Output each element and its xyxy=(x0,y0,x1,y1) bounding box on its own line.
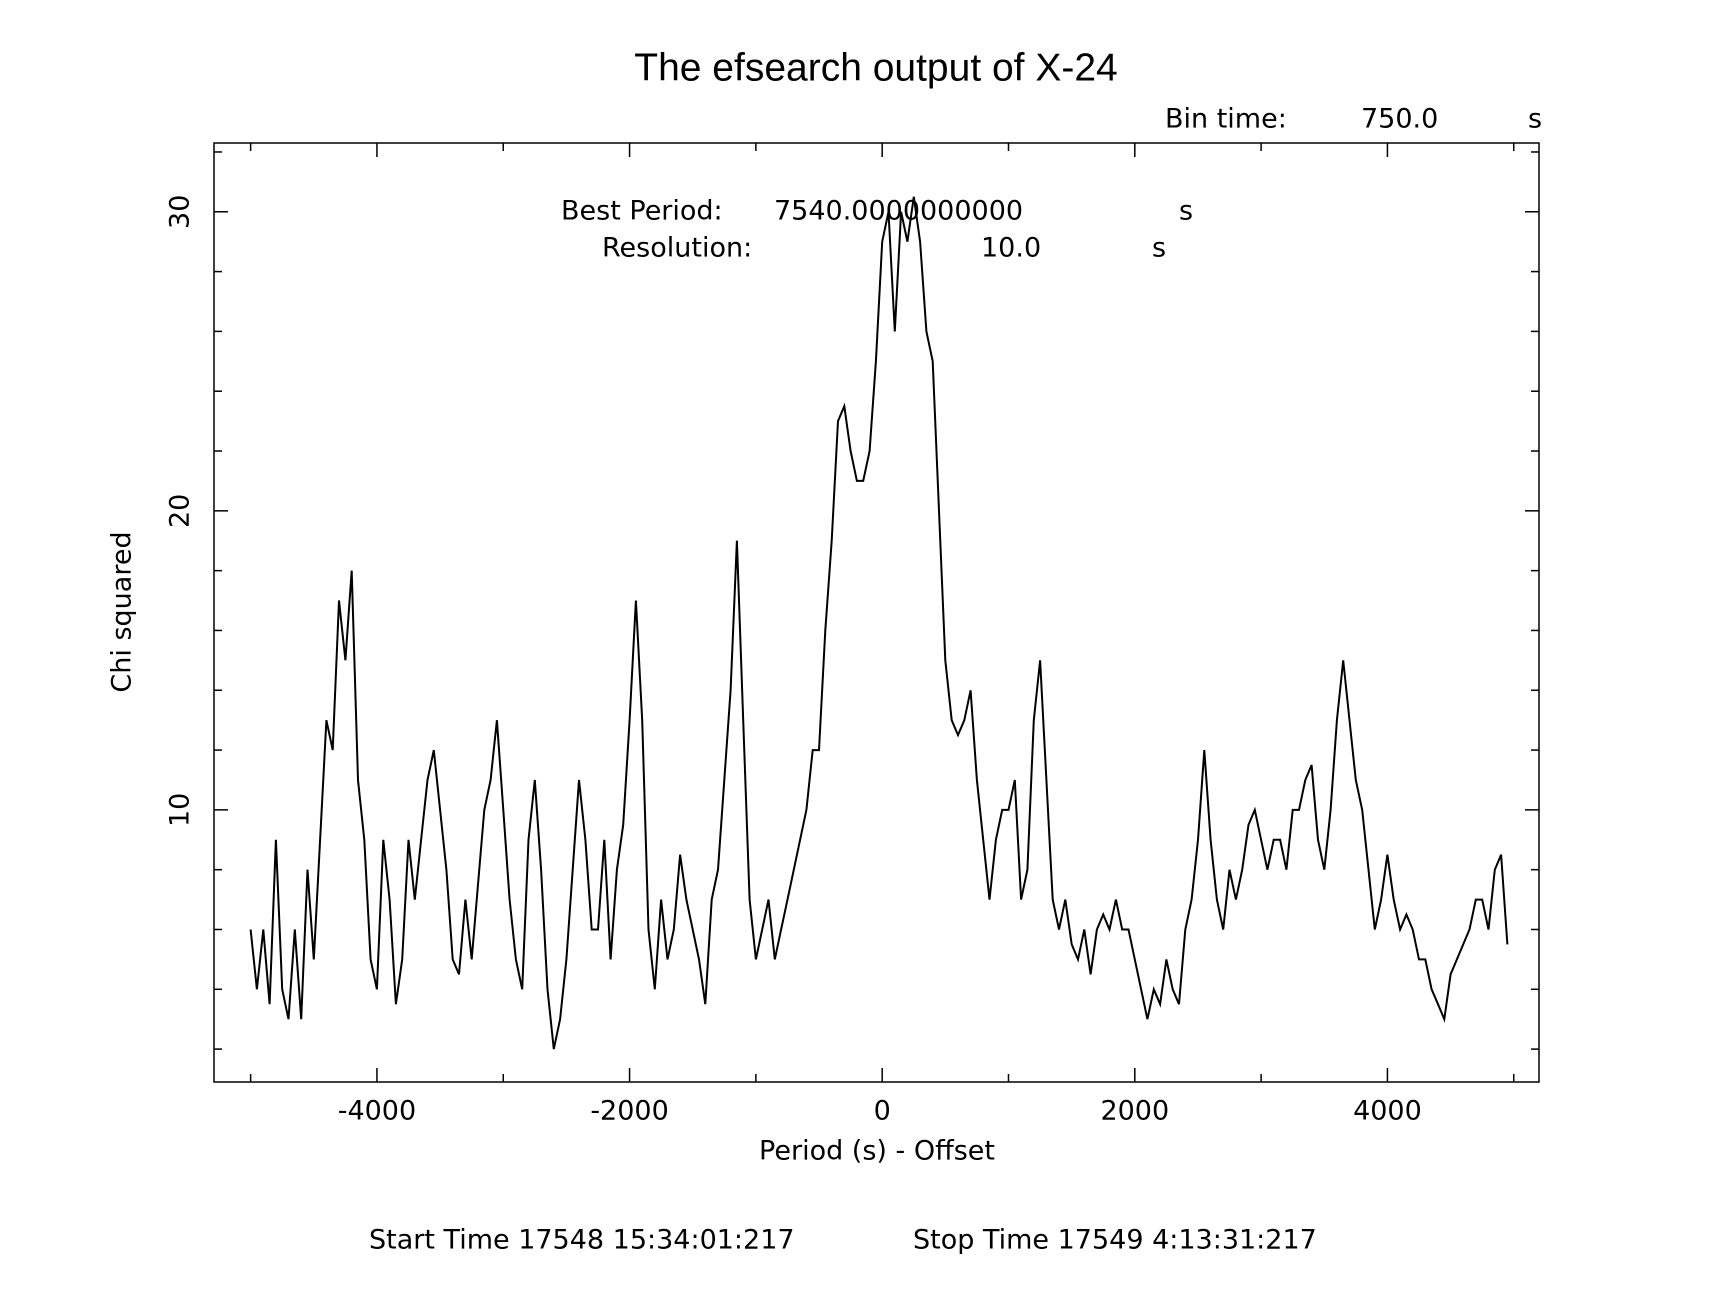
x-tick-label: -4000 xyxy=(338,1096,416,1127)
y-tick-label: 20 xyxy=(165,494,196,528)
best-period-unit: s xyxy=(1179,196,1193,227)
data-line xyxy=(249,196,1509,1050)
best-period-label: Best Period: xyxy=(561,196,723,227)
x-tick-label: 2000 xyxy=(1100,1096,1169,1127)
chart-title: The efsearch output of X-24 xyxy=(634,46,1117,89)
resolution: 10.0 xyxy=(981,233,1041,264)
bin-time: 750.0 xyxy=(1361,104,1438,135)
plot-frame xyxy=(213,142,1540,1083)
y-tick-label: 10 xyxy=(165,793,196,827)
start-time: Start Time 17548 15:34:01:217 xyxy=(369,1225,795,1256)
resolution-unit: s xyxy=(1152,233,1166,264)
bin-time-label: Bin time: xyxy=(1165,104,1287,135)
best-period: 7540.0000000000 xyxy=(774,196,1023,227)
y-axis-label: Chi squared xyxy=(107,531,138,692)
x-tick-label: -2000 xyxy=(590,1096,668,1127)
bin-time-unit: s xyxy=(1528,104,1542,135)
x-tick-label: 0 xyxy=(874,1096,891,1127)
resolution-label: Resolution: xyxy=(602,233,752,264)
x-axis-label: Period (s) - Offset xyxy=(759,1136,995,1167)
x-tick-label: 4000 xyxy=(1353,1096,1422,1127)
y-tick-label: 30 xyxy=(165,195,196,229)
stop-time: Stop Time 17549 4:13:31:217 xyxy=(913,1225,1317,1256)
